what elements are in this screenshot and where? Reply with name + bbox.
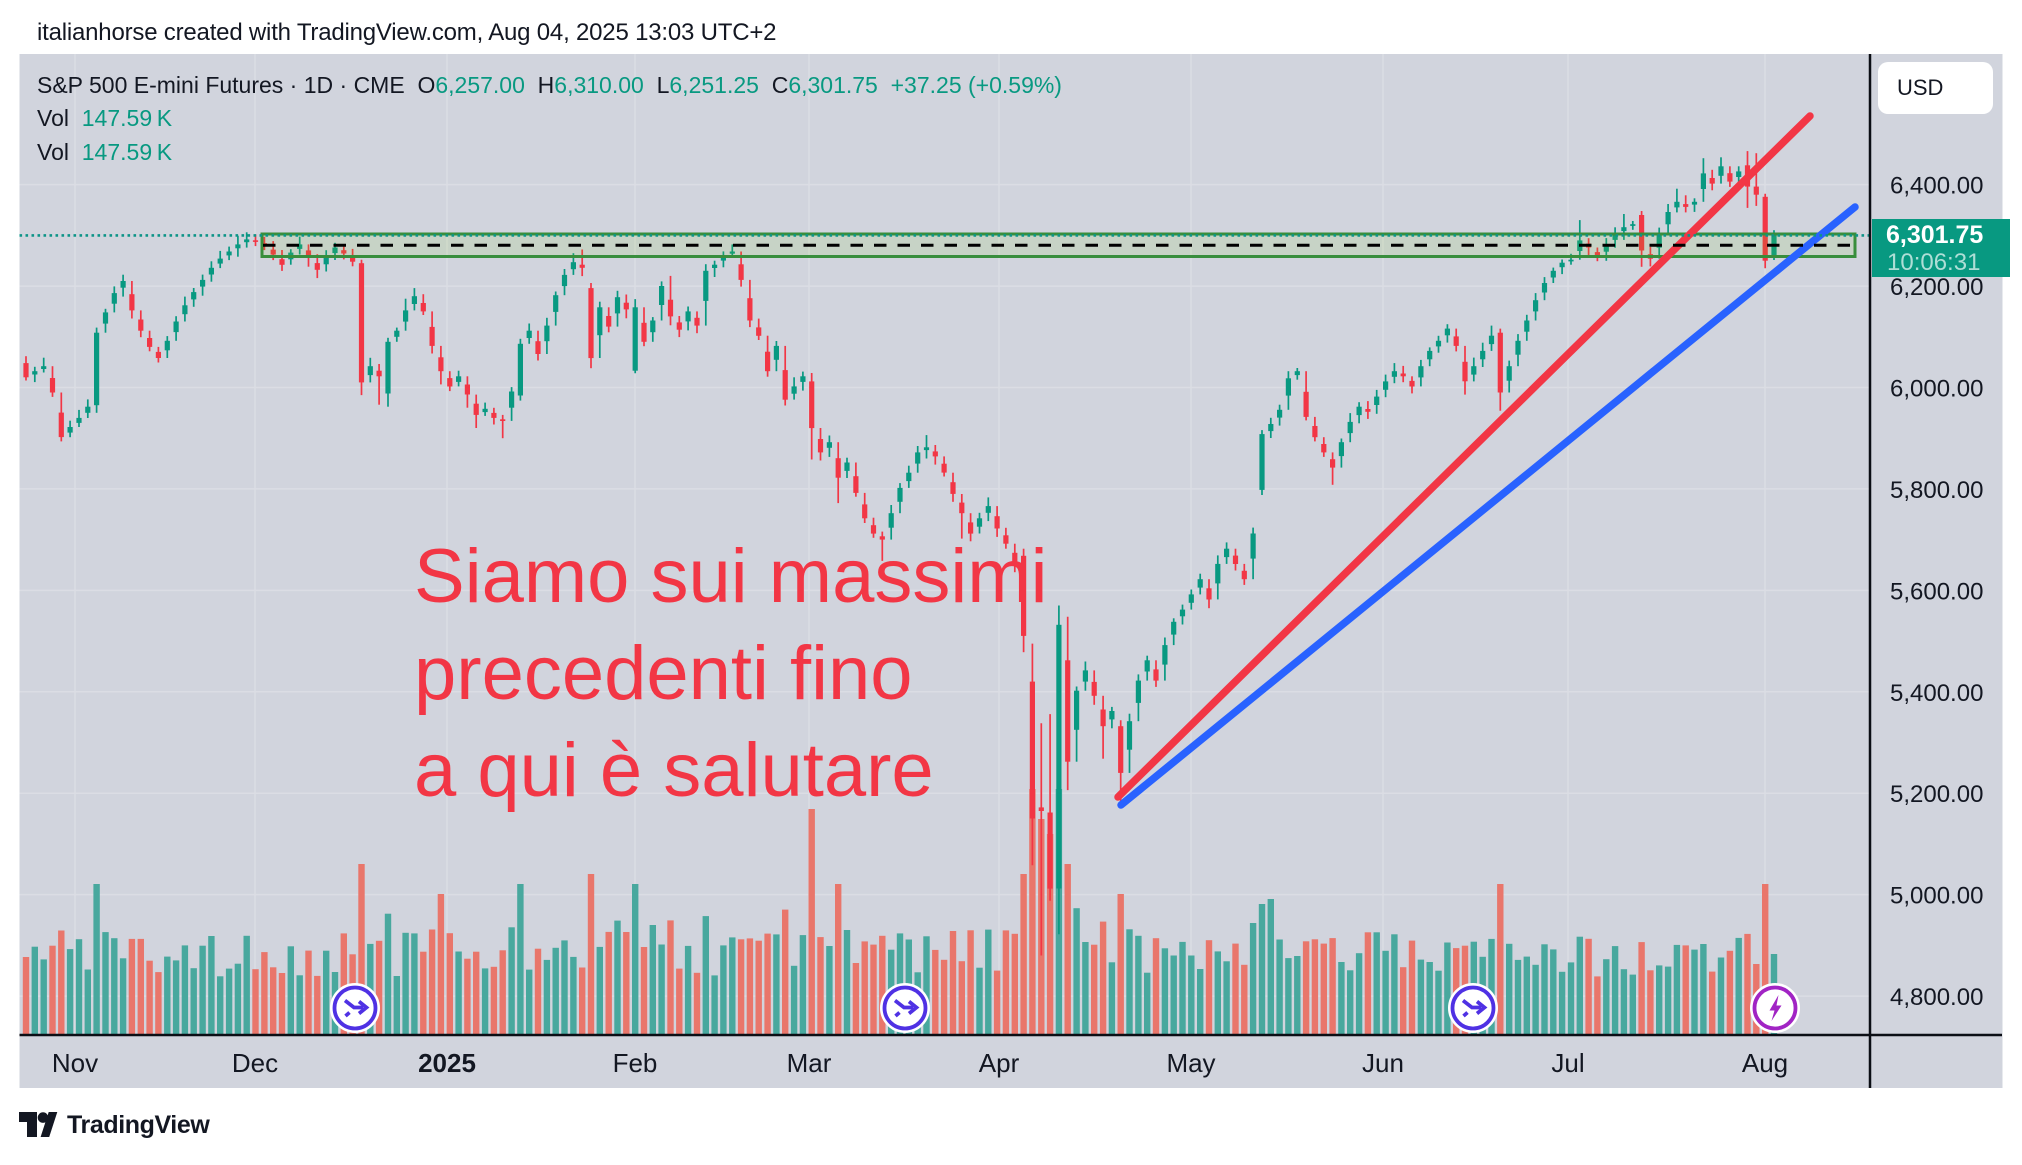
svg-text:TradingView: TradingView	[67, 1111, 210, 1139]
svg-text:Vol 147.59 K: Vol 147.59 K	[37, 139, 173, 165]
svg-text:Jun: Jun	[1362, 1048, 1404, 1078]
svg-text:10:06:31: 10:06:31	[1887, 249, 1980, 276]
svg-text:Jul: Jul	[1551, 1048, 1584, 1078]
svg-text:USD: USD	[1897, 75, 1943, 100]
svg-text:2025: 2025	[418, 1048, 476, 1078]
svg-text:precedenti fino: precedenti fino	[414, 631, 913, 716]
svg-text:Feb: Feb	[613, 1048, 658, 1078]
svg-text:6,000.00: 6,000.00	[1890, 376, 1983, 403]
svg-text:6,200.00: 6,200.00	[1890, 274, 1983, 301]
svg-text:May: May	[1166, 1048, 1215, 1078]
svg-text:5,200.00: 5,200.00	[1890, 781, 1983, 808]
svg-text:6,400.00: 6,400.00	[1890, 173, 1983, 200]
svg-text:S&P 500 E-mini Futures · 1D ·: S&P 500 E-mini Futures · 1D · CME O6,257…	[37, 72, 1062, 98]
svg-text:Vol 147.59 K: Vol 147.59 K	[37, 105, 173, 131]
svg-text:5,400.00: 5,400.00	[1890, 680, 1983, 707]
svg-text:Aug: Aug	[1742, 1048, 1788, 1078]
svg-text:4,800.00: 4,800.00	[1890, 984, 1983, 1011]
svg-text:Mar: Mar	[787, 1048, 832, 1078]
svg-text:6,301.75: 6,301.75	[1886, 221, 1983, 249]
svg-text:5,800.00: 5,800.00	[1890, 477, 1983, 504]
svg-text:Siamo sui massimi: Siamo sui massimi	[414, 534, 1047, 619]
svg-text:Nov: Nov	[52, 1048, 98, 1078]
svg-text:Dec: Dec	[232, 1048, 278, 1078]
svg-text:a qui è salutare: a qui è salutare	[414, 728, 934, 813]
svg-text:Apr: Apr	[979, 1048, 1020, 1078]
svg-text:italianhorse created with Trad: italianhorse created with TradingView.co…	[37, 19, 776, 46]
svg-text:5,600.00: 5,600.00	[1890, 578, 1983, 605]
svg-text:5,000.00: 5,000.00	[1890, 883, 1983, 910]
